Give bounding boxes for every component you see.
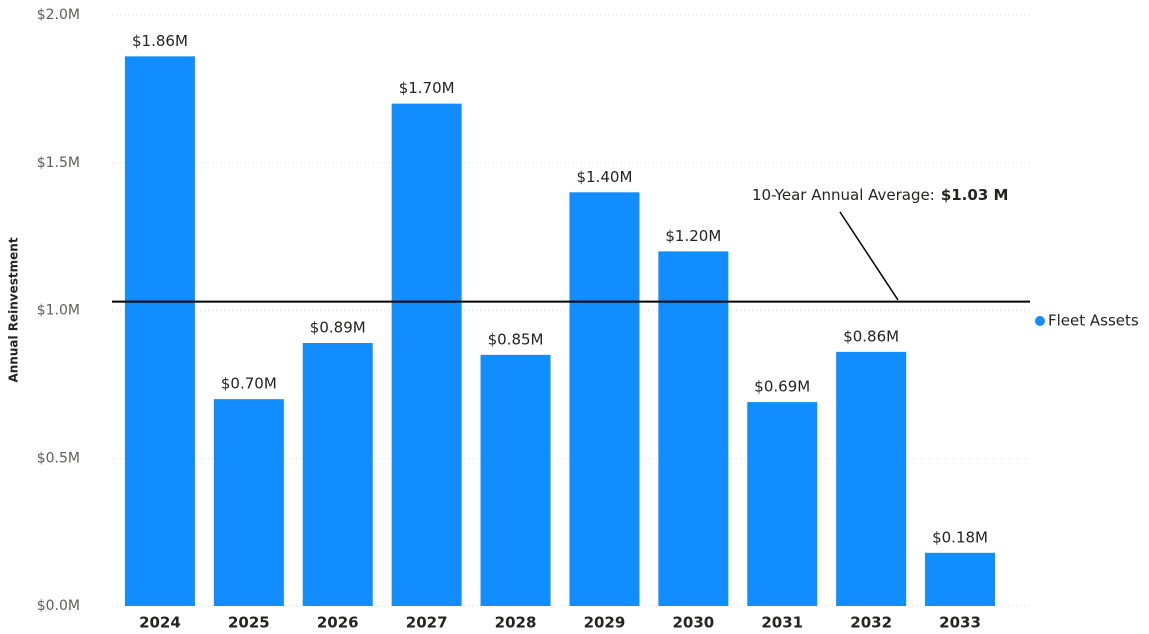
x-tick-label: 2032: [850, 614, 892, 632]
y-tick-label: $1.0M: [37, 303, 80, 319]
data-label: $1.70M: [399, 79, 455, 97]
data-label: $0.86M: [843, 327, 899, 345]
data-label: $0.85M: [488, 330, 544, 348]
data-label: $0.89M: [310, 319, 366, 337]
annotation-leader: [839, 211, 899, 301]
x-tick-label: 2031: [761, 614, 803, 632]
y-tick-label: $1.5M: [37, 155, 80, 171]
y-tick-label: $0.5M: [37, 450, 80, 466]
legend-marker: [1035, 316, 1045, 326]
data-label: $0.70M: [221, 375, 277, 393]
x-tick-label: 2028: [495, 614, 537, 632]
bar: [658, 251, 729, 606]
bar: [925, 552, 996, 606]
bar: [836, 351, 907, 606]
x-tick-label: 2025: [228, 614, 270, 632]
bar: [124, 56, 195, 607]
x-tick-label: 2027: [406, 614, 448, 632]
data-label: $1.20M: [665, 227, 721, 245]
bar: [747, 402, 818, 606]
annotation: 10-Year Annual Average: $1.03 M: [752, 186, 1008, 204]
annotation-prefix: 10-Year Annual Average:: [752, 186, 935, 204]
bar: [569, 192, 640, 607]
x-tick-label: 2024: [139, 614, 181, 632]
bar: [302, 343, 373, 606]
data-label: $0.18M: [932, 528, 988, 546]
x-tick-label: 2026: [317, 614, 359, 632]
data-label: $1.40M: [577, 168, 633, 186]
bar: [391, 103, 462, 607]
x-tick-label: 2029: [584, 614, 626, 632]
y-tick-label: $2.0M: [37, 7, 80, 23]
x-tick-label: 2033: [939, 614, 981, 632]
y-axis-label: Annual Reinvestment: [7, 237, 21, 382]
annotation-value: $1.03 M: [941, 186, 1009, 204]
data-label: $0.69M: [754, 378, 810, 396]
bar: [480, 354, 551, 606]
y-tick-label: $0.0M: [37, 598, 80, 614]
bar: [213, 399, 284, 606]
data-label: $1.86M: [132, 32, 188, 50]
legend-label: Fleet Assets: [1048, 312, 1139, 330]
x-tick-label: 2030: [672, 614, 714, 632]
